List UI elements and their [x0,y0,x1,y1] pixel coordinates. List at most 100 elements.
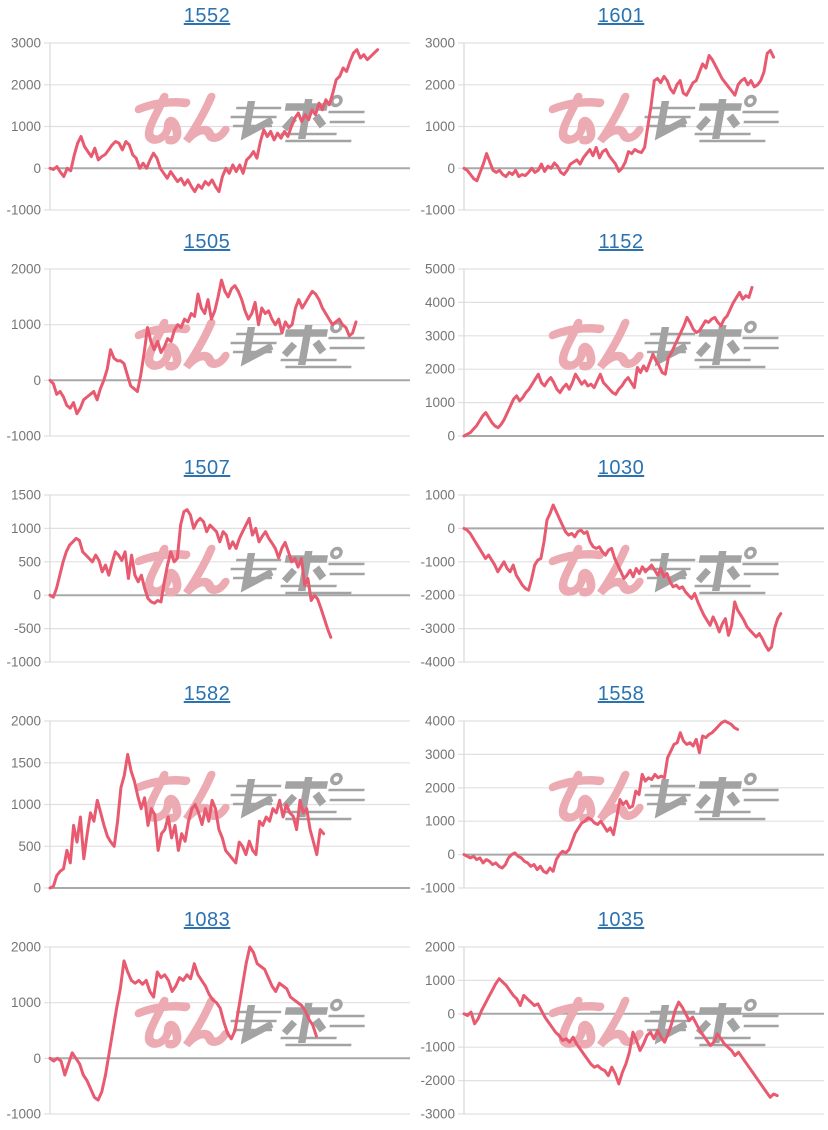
machine-number-link[interactable]: 1507 [183,457,231,479]
data-line [462,503,783,652]
y-tick-label: 3000 [425,747,455,762]
y-tick-label: 1000 [425,395,455,410]
machine-number-link[interactable]: 1505 [183,231,231,253]
chart-cell: 1582 2000 1500 1000 500 0 [0,678,414,904]
machine-number-link[interactable]: 1582 [183,683,231,705]
chart-title-row: 1152 [414,231,828,254]
chart-cell: 1505 2000 1000 0 -1000 [0,226,414,452]
chart-cell: 1507 1500 1000 500 0 -500 -1000 [0,452,414,678]
machine-number-link[interactable]: 1083 [183,909,231,931]
y-tick-label: 1000 [11,995,41,1010]
y-tick-label: 0 [447,521,455,536]
watermark-logo-icon [133,97,369,142]
data-line [462,977,779,1099]
y-tick-label: 2000 [11,714,41,729]
y-tick-label: 2000 [11,262,41,277]
slump-graph: 2000 1000 0 -1000 [6,940,410,1122]
watermark-logo-icon [133,323,369,368]
y-tick-label: -1000 [6,429,41,444]
y-tick-label: 5000 [425,262,455,277]
y-tick-label: 500 [18,839,41,854]
data-line [48,945,318,1102]
chart-cell: 1558 4000 3000 2000 1000 0 -1000 [414,678,828,904]
y-tick-label: -1000 [6,1107,41,1122]
y-tick-label: 1500 [11,488,41,503]
slump-graph: 4000 3000 2000 1000 0 -1000 [420,714,824,896]
chart-title-row: 1582 [0,683,414,706]
y-tick-label: -1000 [420,203,455,218]
watermark-logo-icon [547,775,783,820]
y-tick-label: 0 [447,161,455,176]
data-line [48,48,380,194]
chart-title-row: 1601 [414,5,828,28]
y-tick-label: 2000 [425,77,455,92]
chart-cell: 1035 2000 1000 0 -1000 -2000 -3000 [414,904,828,1130]
machine-number-link[interactable]: 1035 [597,909,645,931]
chart-cell: 1601 3000 2000 1000 0 -1000 [414,0,828,226]
data-line [48,278,358,416]
watermark-logo-icon [547,97,783,142]
y-tick-label: -500 [14,621,41,636]
data-line [48,752,326,890]
y-tick-label: 4000 [425,714,455,729]
chart-cell: 1030 1000 0 -1000 -2000 -3000 -4000 [414,452,828,678]
chart-title-row: 1030 [414,457,828,480]
y-tick-label: -1000 [420,554,455,569]
y-tick-label: 2000 [11,940,41,955]
y-tick-label: 1000 [425,119,455,134]
machine-number-link[interactable]: 1601 [597,5,645,27]
y-tick-label: 500 [18,554,41,569]
slump-graph: 2000 1500 1000 500 0 [11,714,410,896]
chart-title-row: 1558 [414,683,828,706]
machine-number-link[interactable]: 1152 [598,231,644,253]
slump-graph: 3000 2000 1000 0 -1000 [420,36,824,218]
y-tick-label: -2000 [420,588,455,603]
y-tick-label: 1000 [11,119,41,134]
y-tick-label: -1000 [420,1040,455,1055]
y-tick-label: -1000 [6,655,41,670]
y-tick-label: 0 [447,429,455,444]
y-tick-label: -4000 [420,655,455,670]
slump-graph: 5000 4000 3000 2000 1000 0 [425,262,824,444]
y-tick-label: 0 [33,881,41,896]
chart-title-row: 1507 [0,457,414,480]
y-tick-label: -3000 [420,1107,455,1122]
y-tick-label: 1500 [11,755,41,770]
slump-graph: 1000 0 -1000 -2000 -3000 -4000 [420,488,824,670]
slump-graph: 2000 1000 0 -1000 -2000 -3000 [420,940,824,1122]
machine-number-link[interactable]: 1030 [597,457,645,479]
slump-graph: 3000 2000 1000 0 -1000 [6,36,410,218]
machine-number-link[interactable]: 1552 [183,5,231,27]
data-line [462,719,740,875]
y-tick-label: 1000 [11,317,41,332]
data-line [48,508,333,639]
y-tick-label: -1000 [420,881,455,896]
chart-cell: 1083 2000 1000 0 -1000 [0,904,414,1130]
watermark-logo-icon [547,549,783,594]
watermark-logo-icon [133,1001,369,1046]
y-tick-label: 0 [33,373,41,388]
y-tick-label: 4000 [425,295,455,310]
watermark-logo-icon [547,323,783,368]
y-tick-label: 0 [447,1006,455,1021]
y-tick-label: 3000 [11,36,41,51]
y-tick-label: -1000 [6,203,41,218]
y-tick-label: 0 [33,161,41,176]
y-tick-label: 1000 [11,521,41,536]
watermark-logo-icon [133,775,369,820]
y-tick-label: 3000 [425,328,455,343]
slump-graph: 2000 1000 0 -1000 [6,262,410,444]
y-tick-label: -3000 [420,621,455,636]
y-tick-label: 2000 [425,780,455,795]
y-tick-label: 0 [33,588,41,603]
data-line [462,49,776,183]
y-tick-label: 1000 [425,488,455,503]
y-tick-label: 2000 [11,77,41,92]
y-tick-label: 2000 [425,362,455,377]
chart-title-row: 1035 [414,909,828,932]
y-tick-label: 0 [447,847,455,862]
machine-number-link[interactable]: 1558 [597,683,645,705]
slump-graph: 1500 1000 500 0 -500 -1000 [6,488,410,670]
y-tick-label: 1000 [11,797,41,812]
y-tick-label: 1000 [425,814,455,829]
